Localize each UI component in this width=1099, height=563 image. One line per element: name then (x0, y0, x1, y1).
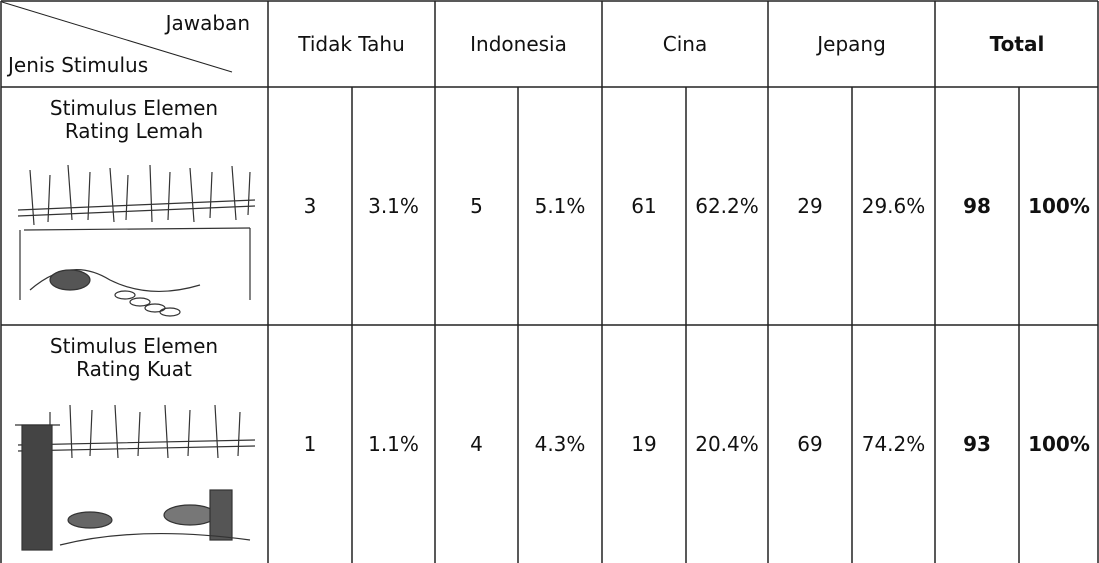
table-page: Jawaban Jenis Stimulus Tidak TahuIndones… (0, 0, 1099, 563)
corner-bottom: Jenis Stimulus (8, 50, 208, 80)
data-cell: 100% (1019, 325, 1099, 563)
stimulus-sketch (18, 165, 255, 316)
data-cell: 4 (435, 325, 518, 563)
data-cell: 98 (935, 87, 1019, 325)
data-cell: 62.2% (686, 87, 768, 325)
data-cell: 29 (768, 87, 852, 325)
row-label: Stimulus Elemen Rating Kuat (44, 335, 224, 381)
column-header: Tidak Tahu (268, 1, 435, 87)
row-label: Stimulus Elemen Rating Lemah (44, 97, 224, 143)
column-header: Indonesia (435, 1, 602, 87)
column-header: Jepang (768, 1, 935, 87)
data-cell: 5 (435, 87, 518, 325)
data-cell: 93 (935, 325, 1019, 563)
column-header: Total (935, 1, 1099, 87)
data-cell: 5.1% (518, 87, 602, 325)
data-cell: 61 (602, 87, 686, 325)
data-cell: 100% (1019, 87, 1099, 325)
data-cell: 29.6% (852, 87, 935, 325)
column-header: Cina (602, 1, 768, 87)
stimulus-sketch (15, 405, 255, 550)
data-cell: 19 (602, 325, 686, 563)
data-cell: 1 (268, 325, 352, 563)
data-cell: 3 (268, 87, 352, 325)
data-cell: 3.1% (352, 87, 435, 325)
data-cell: 69 (768, 325, 852, 563)
corner-top: Jawaban (100, 8, 250, 38)
data-cell: 74.2% (852, 325, 935, 563)
data-cell: 1.1% (352, 325, 435, 563)
data-cell: 4.3% (518, 325, 602, 563)
data-cell: 20.4% (686, 325, 768, 563)
